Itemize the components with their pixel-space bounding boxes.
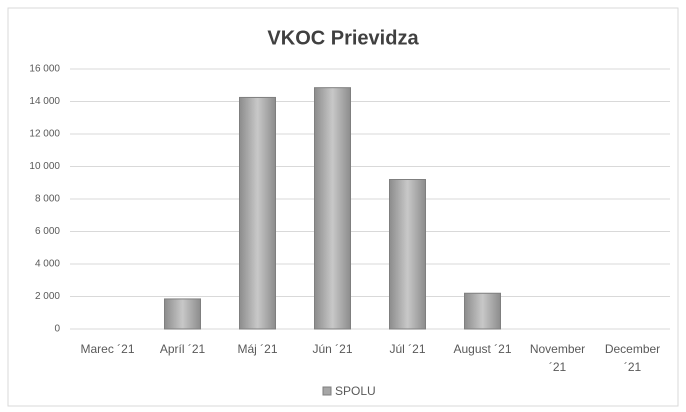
x-tick-label: Jún ´21 — [312, 342, 352, 356]
legend-swatch — [322, 386, 332, 396]
bar — [389, 179, 426, 330]
bar — [464, 292, 501, 330]
legend-label: SPOLU — [335, 384, 376, 398]
x-tick-label: November ´21 — [530, 342, 585, 374]
bar — [314, 87, 351, 330]
bar — [239, 96, 276, 330]
y-tick-label: 10 000 — [29, 161, 60, 172]
y-tick-label: 6 000 — [35, 226, 60, 237]
y-tick-label: 16 000 — [29, 64, 60, 75]
y-tick-label: 0 — [54, 324, 60, 335]
bar — [164, 298, 201, 330]
x-tick-label: Máj ´21 — [237, 342, 277, 356]
x-tick-label: December ´21 — [605, 342, 660, 374]
x-tick-label: August ´21 — [453, 342, 511, 356]
chart-title: VKOC Prievidza — [267, 27, 419, 49]
y-tick-label: 12 000 — [29, 129, 60, 140]
y-tick-label: 2 000 — [35, 291, 60, 302]
y-tick-label: 8 000 — [35, 194, 60, 205]
x-tick-label: Apríl ´21 — [160, 342, 206, 356]
y-tick-label: 4 000 — [35, 259, 60, 270]
x-tick-label: Marec ´21 — [80, 342, 134, 356]
x-tick-label: Júl ´21 — [389, 342, 425, 356]
y-tick-label: 14 000 — [29, 96, 60, 107]
